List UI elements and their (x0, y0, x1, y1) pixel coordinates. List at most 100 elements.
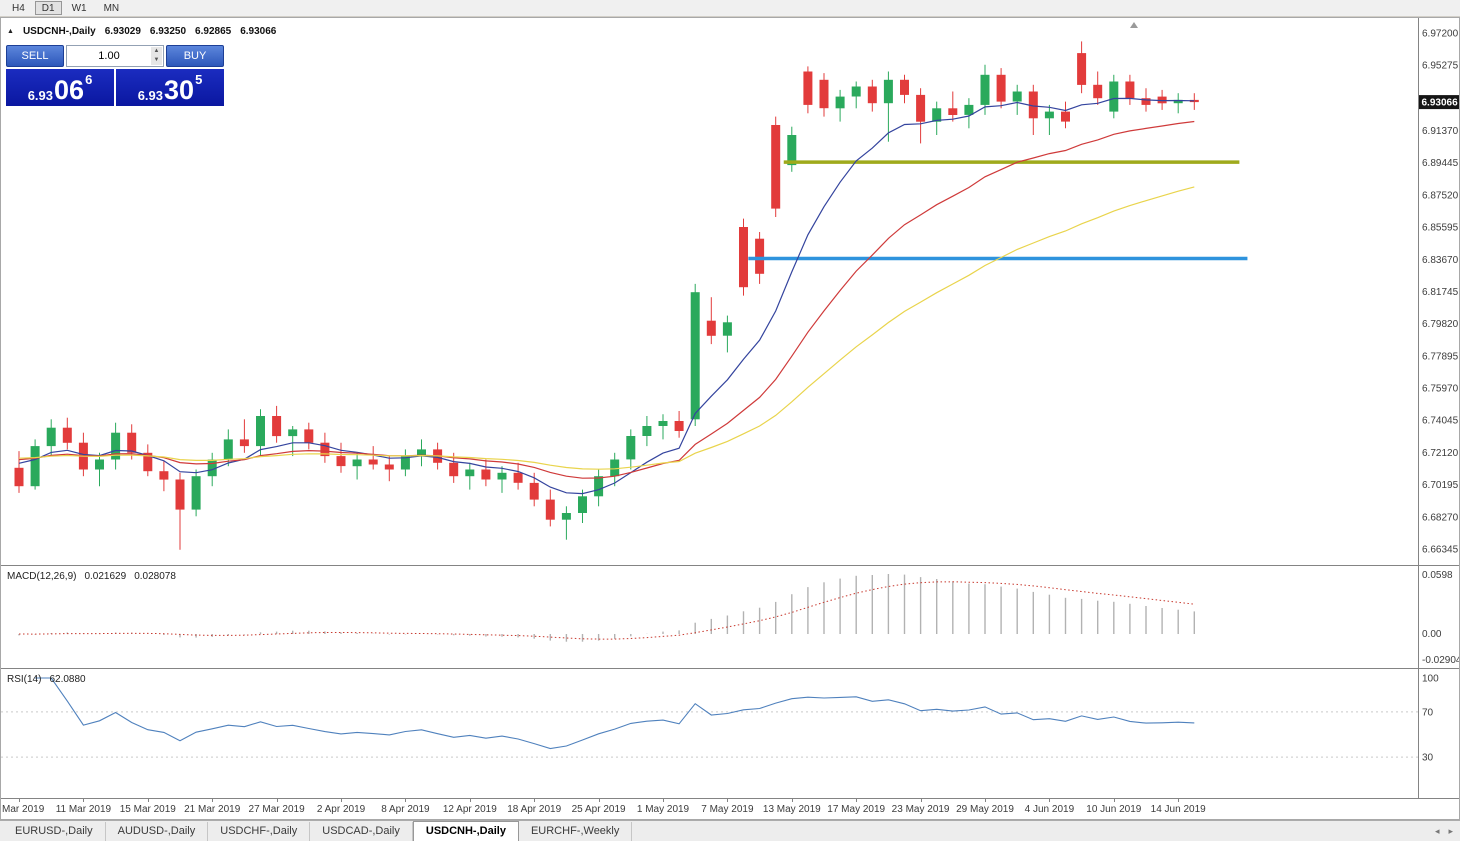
date-tick (920, 799, 922, 802)
tab-usdcad-daily[interactable]: USDCAD-,Daily (310, 822, 413, 841)
candlestick-series (14, 41, 1199, 550)
macd-value-signal: 0.028078 (134, 571, 176, 582)
rsi-axis-label: 100 (1422, 674, 1439, 685)
sell-price-box[interactable]: 6.93 06 6 (6, 69, 114, 106)
macd-signal-line (18, 581, 1195, 640)
date-axis-label: 2 Apr 2019 (316, 804, 366, 815)
ma-slow-line (18, 186, 1195, 470)
price-axis-label: 6.72120 (1422, 448, 1459, 459)
rsi-title: RSI(14) (7, 674, 42, 685)
price-axis-label: 6.89445 (1422, 158, 1459, 169)
date-tick (534, 799, 536, 802)
chart-window: 6.97200 6.95275 6.91370 6.89445 6.87520 6.855… (0, 17, 1460, 820)
price-axis-label: 6.77895 (1422, 351, 1459, 362)
macd-axis-label: -0.029045 (1422, 655, 1460, 666)
date-tick (469, 799, 471, 802)
date-axis[interactable]: 5 Mar 2019 11 Mar 2019 15 Mar 2019 21 Mar 2… (1, 799, 1459, 819)
price-axis-label: 6.75970 (1422, 384, 1459, 395)
symbol-ohlc-line: ▲ USDCNH-,Daily 6.93029 6.93250 6.92865 … (7, 26, 276, 37)
volume-up-icon[interactable]: ▲ (153, 48, 160, 54)
ohlc-close: 6.93066 (240, 26, 277, 37)
price-axis-label: 6.95275 (1422, 61, 1459, 72)
sell-button[interactable]: SELL (6, 45, 64, 67)
date-axis-label: 17 May 2019 (827, 804, 886, 815)
date-tick (1113, 799, 1115, 802)
date-tick (791, 799, 793, 802)
macd-value-main: 0.021629 (84, 571, 127, 582)
timeframe-button-d1[interactable]: D1 (34, 1, 62, 15)
price-axis-label: 6.87520 (1422, 190, 1459, 201)
timeframe-button-mn[interactable]: MN (97, 1, 127, 15)
date-tick (598, 799, 600, 802)
ohlc-high: 6.93250 (149, 26, 187, 37)
date-axis-label: 27 Mar 2019 (248, 804, 305, 815)
date-axis-label: 11 Mar 2019 (55, 804, 112, 815)
macd-axis-label: 0.00 (1422, 629, 1442, 640)
tab-eurchf-weekly[interactable]: EURCHF-,Weekly (519, 822, 633, 841)
rsi-axis-label: 70 (1422, 707, 1434, 718)
date-tick (1178, 799, 1180, 802)
date-axis-label: 14 Jun 2019 (1150, 804, 1206, 815)
current-price-badge (1419, 95, 1459, 110)
main-chart-plot[interactable]: 6.97200 6.95275 6.91370 6.89445 6.87520 6.855… (1, 18, 1460, 566)
tab-audusd-daily[interactable]: AUDUSD-,Daily (106, 822, 209, 841)
tab-usdchf-daily[interactable]: USDCHF-,Daily (208, 822, 311, 841)
date-tick (727, 799, 729, 802)
volume-down-icon[interactable]: ▼ (153, 57, 160, 63)
tab-eurusd-daily[interactable]: EURUSD-,Daily (3, 822, 106, 841)
rsi-axis-label: 30 (1422, 753, 1434, 764)
volume-stepper[interactable]: ▲ ▼ (151, 47, 162, 65)
timeframe-button-h4[interactable]: H4 (5, 1, 32, 15)
buy-price-box[interactable]: 6.93 30 5 (116, 69, 224, 106)
date-tick (405, 799, 407, 802)
date-axis-label: 7 May 2019 (701, 804, 754, 815)
date-axis-label: 15 Mar 2019 (119, 804, 176, 815)
sell-price-head: 6.93 (27, 88, 54, 103)
date-axis-label: 12 Apr 2019 (442, 804, 497, 815)
price-axis-label: 6.91370 (1422, 126, 1459, 137)
rsi-pane[interactable]: 100 70 30 (1, 669, 1460, 799)
date-tick (19, 799, 20, 802)
date-tick (341, 799, 342, 802)
price-axis-label: 6.97200 (1422, 29, 1459, 40)
macd-histogram (18, 574, 1196, 642)
volume-input[interactable] (67, 46, 163, 66)
date-tick (83, 799, 85, 802)
chart-shift-marker-icon[interactable] (1130, 22, 1138, 28)
symbol-name: USDCNH-,Daily (22, 26, 96, 37)
date-axis-label: 4 Jun 2019 (1024, 804, 1075, 815)
tab-scroll-controls: ◂ ▸ (1432, 821, 1456, 841)
date-axis-label: 21 Mar 2019 (184, 804, 241, 815)
buy-button[interactable]: BUY (166, 45, 224, 67)
ohlc-open: 6.93029 (104, 26, 141, 37)
date-axis-label: 29 May 2019 (956, 804, 1014, 815)
volume-field: ▲ ▼ (66, 45, 164, 67)
date-axis-label: 1 May 2019 (636, 804, 690, 815)
date-axis-label: 5 Mar 2019 (1, 804, 45, 815)
price-axis-label: 6.83670 (1422, 255, 1459, 266)
date-tick (663, 799, 664, 802)
buy-price-big: 30 (164, 75, 195, 105)
tab-scroll-left-icon[interactable]: ◂ (1434, 825, 1440, 836)
date-axis-label: 8 Apr 2019 (381, 804, 430, 815)
ohlc-low: 6.92865 (195, 26, 232, 37)
date-tick (147, 799, 149, 802)
price-axis-label: 6.68270 (1422, 512, 1459, 523)
buy-price-sup: 5 (195, 72, 203, 87)
tab-scroll-right-icon[interactable]: ▸ (1448, 825, 1453, 836)
date-tick (985, 799, 986, 802)
sell-price-sup: 6 (85, 72, 93, 87)
date-axis-label: 13 May 2019 (762, 804, 821, 815)
tab-usdcnh-daily[interactable]: USDCNH-,Daily (412, 821, 519, 841)
price-axis-label: 6.81745 (1422, 287, 1459, 298)
chart-symbol-icon: ▲ (7, 28, 14, 35)
price-axis-label: 6.85595 (1422, 223, 1459, 234)
timeframe-button-w1[interactable]: W1 (65, 1, 94, 15)
ma-medium-line (18, 120, 1195, 479)
price-axis-label: 6.66345 (1422, 545, 1459, 556)
macd-pane[interactable]: 0.0598 0.00 -0.029045 (1, 566, 1460, 669)
date-tick (1049, 799, 1051, 802)
macd-title: MACD(12,26,9) (7, 571, 77, 582)
rsi-line (35, 677, 1195, 750)
current-price-badge-text: 6.93066 (1422, 98, 1459, 109)
